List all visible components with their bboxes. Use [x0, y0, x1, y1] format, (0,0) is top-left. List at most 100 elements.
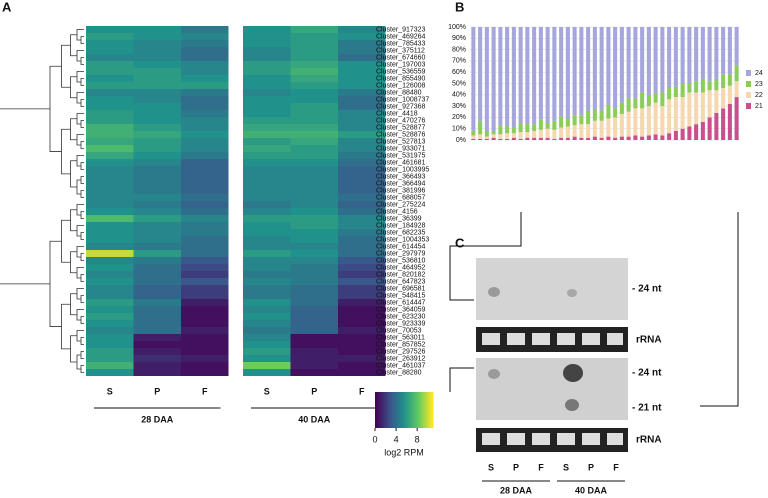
legend-label: 22	[755, 92, 763, 99]
row-label: Cluster_88480	[376, 89, 422, 96]
heat-cell	[181, 103, 229, 110]
heat-cell	[133, 222, 181, 229]
legend-label: 21	[755, 103, 763, 110]
row-label: Cluster_785433	[376, 40, 426, 47]
heat-cell	[86, 89, 134, 96]
heat-cell	[243, 236, 291, 243]
heat-cell	[86, 152, 134, 159]
heat-cell	[133, 215, 181, 222]
row-label: Cluster_527813	[376, 138, 426, 145]
bar-segment	[572, 125, 577, 137]
heat-cell	[243, 369, 291, 376]
heat-cell	[290, 82, 338, 89]
heat-cell	[338, 334, 386, 341]
bar-segment	[491, 137, 496, 140]
bar-segment	[680, 83, 685, 98]
heat-cell	[133, 103, 181, 110]
heat-cell	[86, 243, 134, 250]
heat-cell	[86, 229, 134, 236]
heat-cell	[243, 61, 291, 68]
heat-cell	[338, 355, 386, 362]
heat-cell	[290, 334, 338, 341]
bar-segment	[518, 132, 523, 139]
heat-cell	[338, 222, 386, 229]
bar-segment	[478, 138, 483, 140]
row-label: Cluster_36399	[376, 215, 422, 222]
bar-segment	[727, 74, 732, 86]
dendrogram	[80, 316, 84, 324]
row-label: Cluster_674660	[376, 54, 426, 61]
heat-cell	[133, 278, 181, 285]
heat-cell	[181, 75, 229, 82]
heat-cell	[181, 26, 229, 33]
heat-cell	[86, 285, 134, 292]
heat-cell	[243, 40, 291, 47]
column-label: S	[107, 386, 113, 396]
dendrogram	[80, 141, 84, 149]
heat-cell	[133, 299, 181, 306]
bar-segment	[606, 118, 611, 137]
dendrogram	[49, 240, 62, 327]
bar-segment	[673, 86, 678, 98]
bar-segment	[545, 137, 550, 140]
bar-segment	[694, 124, 699, 140]
bar-segment	[552, 138, 557, 140]
bar-segment	[653, 134, 658, 140]
bar-segment	[707, 90, 712, 118]
colorbar-step	[401, 392, 404, 428]
bar-segment	[599, 27, 604, 111]
dendrogram	[80, 365, 84, 373]
heat-cell	[86, 278, 134, 285]
heat-cell	[243, 110, 291, 117]
heat-cell	[181, 180, 229, 187]
row-label: Cluster_536810	[376, 257, 426, 264]
bar-segment	[478, 27, 483, 121]
blot-24nt	[476, 258, 628, 320]
heat-cell	[133, 362, 181, 369]
bar-segment	[714, 112, 719, 140]
heat-cell	[290, 145, 338, 152]
row-label: Cluster_70053	[376, 327, 422, 334]
heat-cell	[338, 173, 386, 180]
bar-segment	[613, 117, 618, 138]
colorbar-step	[405, 392, 408, 428]
bar-segment	[545, 128, 550, 138]
colorbar-step	[417, 392, 419, 428]
heat-cell	[86, 320, 134, 327]
heat-cell	[243, 243, 291, 250]
heat-cell	[243, 320, 291, 327]
bar-segment	[626, 27, 631, 99]
bar-segment	[619, 136, 624, 140]
heat-cell	[338, 257, 386, 264]
colorbar-step	[380, 392, 383, 428]
row-label: Cluster_275224	[376, 201, 426, 208]
bar-segment	[532, 137, 537, 140]
heat-cell	[86, 117, 134, 124]
bar-segment	[532, 124, 537, 131]
bar-segment	[640, 108, 645, 137]
row-label: Cluster_1004353	[376, 236, 429, 243]
heat-cell	[290, 89, 338, 96]
heat-cell	[133, 306, 181, 313]
legend-label: 24	[755, 70, 763, 77]
heat-cell	[290, 75, 338, 82]
panel-label: C	[455, 235, 465, 250]
bar-segment	[680, 27, 685, 84]
heat-cell	[181, 145, 229, 152]
bar-segment	[694, 92, 699, 125]
heat-cell	[290, 26, 338, 33]
heat-cell	[338, 68, 386, 75]
colorbar-label: log2 RPM	[384, 447, 424, 457]
bar-segment	[646, 27, 651, 95]
heat-cell	[133, 327, 181, 334]
heat-cell	[133, 138, 181, 145]
colorbar-step	[409, 392, 412, 428]
blot-label: - 21 nt	[632, 403, 662, 414]
heat-cell	[86, 348, 134, 355]
heat-cell	[133, 33, 181, 40]
connector	[700, 212, 739, 407]
heat-cell	[243, 68, 291, 75]
dendrogram	[80, 232, 84, 240]
row-label: Cluster_126008	[376, 82, 426, 89]
